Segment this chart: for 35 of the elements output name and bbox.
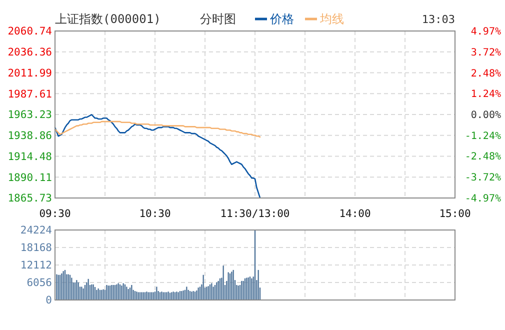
text: 13:03 bbox=[422, 13, 455, 26]
x-tick-label: 09:30 bbox=[39, 208, 71, 220]
chart-title: 上证指数(000001) bbox=[55, 12, 161, 26]
y-tick-label: 12112 bbox=[20, 260, 52, 272]
y-tick-label: 1890.11 bbox=[8, 172, 52, 184]
y-tick-label: 6056 bbox=[26, 277, 52, 290]
y2-tick-label: -2.48% bbox=[464, 152, 501, 163]
y-tick-label: 1963.23 bbox=[8, 109, 52, 122]
y2-tick-label: -1.24% bbox=[464, 130, 501, 142]
y-tick-label: 1938.86 bbox=[8, 130, 52, 142]
y2-tick-label: 2.48% bbox=[470, 68, 501, 80]
y-tick-label: 1914.48 bbox=[8, 150, 52, 163]
y-tick-label: 1865.73 bbox=[8, 192, 52, 205]
y2-tick-label: 4.97% bbox=[470, 26, 501, 38]
y-tick-label: 24224 bbox=[20, 224, 52, 237]
x-tick-label: 15:00 bbox=[439, 208, 471, 220]
y-tick-label: 1987.61 bbox=[8, 88, 52, 100]
y-tick-label: 2036.36 bbox=[8, 46, 52, 59]
y-tick-label: 18168 bbox=[20, 242, 52, 254]
y2-tick-label: -3.72% bbox=[464, 172, 501, 184]
legend-label: 价格 bbox=[269, 12, 294, 26]
y2-tick-label: 1.24% bbox=[470, 89, 501, 100]
y-tick-label: 0 bbox=[46, 294, 52, 307]
line-series bbox=[54, 120, 261, 138]
chart-subtitle: 分时图 bbox=[200, 12, 236, 26]
y-tick-label: 2011.99 bbox=[8, 67, 52, 80]
y2-tick-label: 3.72% bbox=[470, 48, 501, 58]
y-tick-label: 2060.74 bbox=[8, 26, 52, 38]
y2-tick-label: 0.00% bbox=[470, 110, 501, 121]
x-tick-label: 10:30 bbox=[139, 208, 171, 220]
legend-label: 均线 bbox=[319, 12, 344, 26]
y2-tick-label: -4.97% bbox=[464, 194, 501, 204]
line-series bbox=[54, 114, 261, 198]
x-tick-label: 14:00 bbox=[339, 208, 371, 220]
x-tick-label: 11:30/13:00 bbox=[220, 208, 290, 220]
